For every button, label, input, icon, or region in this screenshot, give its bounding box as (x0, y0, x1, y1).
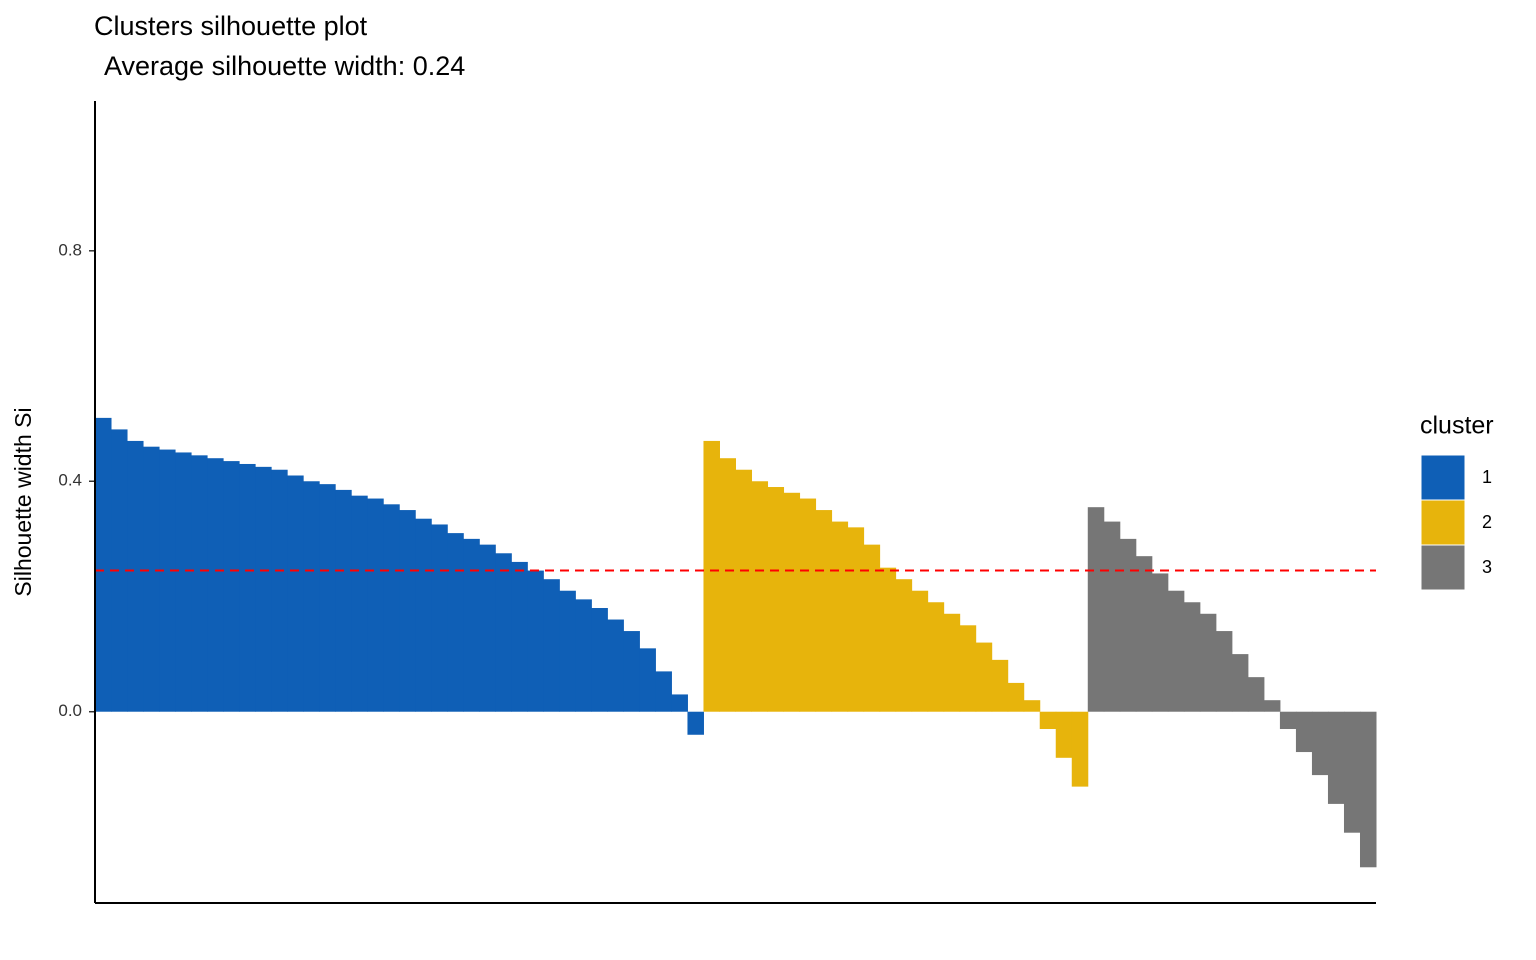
bar (1279, 711, 1297, 730)
legend-key (1420, 499, 1466, 546)
bar (143, 446, 160, 712)
bar (1215, 631, 1233, 712)
bar (255, 466, 272, 712)
bar (735, 469, 753, 712)
bar (1183, 602, 1201, 712)
bar (751, 481, 769, 712)
bar (559, 590, 576, 712)
bar (111, 429, 128, 712)
bar (511, 561, 528, 712)
bar (1087, 507, 1105, 712)
bar (703, 440, 720, 712)
bar (607, 619, 624, 712)
bar (271, 469, 288, 712)
bar (575, 599, 592, 712)
bar (1295, 711, 1313, 753)
bar (543, 579, 560, 712)
bar (383, 504, 400, 712)
bar (303, 481, 320, 712)
bar (95, 417, 112, 712)
bar (687, 711, 704, 735)
bar (1007, 682, 1025, 712)
bar (191, 455, 208, 712)
legend-label: 2 (1482, 512, 1492, 532)
bar (495, 553, 512, 712)
bar (639, 648, 656, 712)
bar (1231, 654, 1249, 712)
bar (399, 510, 416, 712)
y-tick-label: 0.4 (58, 471, 82, 490)
bar (1039, 711, 1057, 730)
bar (1055, 711, 1073, 758)
bar (527, 570, 544, 712)
y-tick-label: 0.8 (58, 240, 82, 259)
bar (879, 567, 897, 712)
bar (159, 449, 176, 712)
bar (287, 475, 304, 712)
bar (1327, 711, 1345, 804)
bar (655, 671, 672, 712)
bar (1023, 700, 1041, 712)
bar (1103, 521, 1121, 712)
bar (847, 527, 865, 712)
bar (1247, 677, 1265, 712)
bar (127, 440, 144, 712)
bar (783, 492, 801, 712)
y-tick-label: 0.0 (58, 701, 82, 720)
bar (1199, 613, 1217, 712)
chart-title: Clusters silhouette plot (94, 11, 368, 41)
bar (223, 461, 240, 712)
bar (831, 521, 849, 712)
bar (319, 484, 336, 712)
bar (1263, 700, 1281, 712)
bar (335, 489, 352, 712)
bar (671, 694, 688, 712)
y-axis-title: Silhouette width Si (10, 407, 36, 596)
bar (1071, 711, 1089, 787)
bar (767, 487, 785, 712)
bar (911, 590, 929, 712)
legend-label: 1 (1482, 467, 1492, 487)
bar (447, 533, 464, 712)
bar (1311, 711, 1329, 776)
bar (943, 613, 961, 712)
chart-subtitle: Average silhouette width: 0.24 (104, 51, 465, 81)
bar (1343, 711, 1361, 833)
bar (415, 518, 432, 712)
bar (815, 510, 833, 712)
bar (799, 498, 817, 712)
legend-key (1420, 544, 1466, 591)
bar (863, 544, 881, 712)
bar (927, 602, 945, 712)
bar (1151, 573, 1169, 712)
legend-title: cluster (1420, 412, 1494, 440)
bar (895, 579, 913, 712)
bar (591, 608, 608, 712)
bar (367, 498, 384, 712)
bar (719, 458, 736, 712)
bar (1359, 711, 1377, 868)
legend-label: 3 (1482, 557, 1492, 577)
bar (479, 544, 496, 712)
legend-key (1420, 454, 1466, 501)
bar (175, 452, 192, 712)
bar (975, 642, 993, 712)
bar (1167, 590, 1185, 712)
bar (351, 495, 368, 712)
bar (1135, 556, 1153, 712)
bar (991, 659, 1009, 712)
bar (463, 538, 480, 712)
bar (431, 524, 448, 712)
bar (623, 631, 640, 712)
bar (959, 625, 977, 712)
bar (239, 463, 256, 712)
bar (207, 458, 224, 712)
bar (1119, 538, 1137, 712)
